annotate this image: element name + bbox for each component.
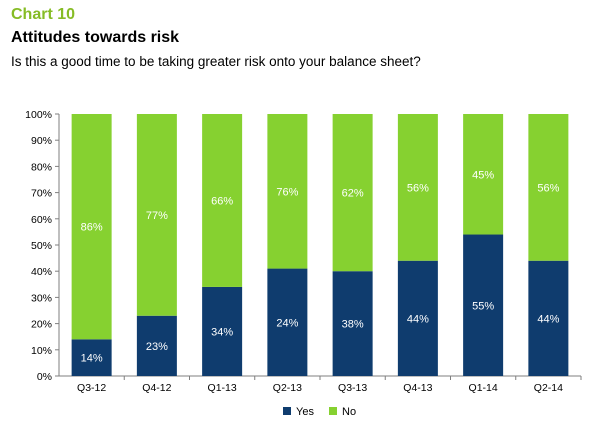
bar-no: [332, 114, 373, 272]
x-tick-label: Q2-14: [534, 382, 563, 394]
data-label-yes: 14%: [81, 353, 103, 365]
x-tick-label: Q2-13: [273, 382, 302, 394]
y-tick-label: 100%: [25, 109, 52, 121]
data-label-no: 76%: [276, 186, 298, 198]
x-tick-label: Q1-14: [469, 382, 498, 394]
data-label-yes: 34%: [211, 326, 233, 338]
bar-yes: [267, 268, 308, 376]
bar-no: [136, 114, 177, 316]
bar-no: [202, 114, 243, 287]
data-label-no: 86%: [81, 222, 103, 234]
data-label-no: 66%: [211, 195, 233, 207]
bar-yes: [202, 286, 243, 376]
chart-title: Attitudes towards risk: [11, 29, 180, 46]
legend-label-no: No: [342, 406, 356, 418]
y-tick-label: 90%: [31, 135, 52, 147]
bar-yes: [71, 339, 112, 376]
bar-no: [528, 114, 569, 261]
y-tick-label: 50%: [31, 240, 52, 252]
bar-yes: [528, 260, 569, 376]
chart-number: Chart 10: [11, 6, 76, 23]
data-label-yes: 55%: [472, 300, 494, 312]
x-tick-label: Q3-12: [77, 382, 106, 394]
chart-subtitle: Is this a good time to be taking greater…: [11, 54, 421, 69]
legend-swatch-yes: [283, 407, 291, 415]
bar-yes: [397, 260, 438, 376]
y-tick-label: 70%: [31, 188, 52, 200]
x-tick-label: Q1-13: [208, 382, 237, 394]
bar-no: [267, 114, 308, 269]
bar-no: [71, 114, 112, 340]
data-label-no: 77%: [146, 210, 168, 222]
data-label-yes: 23%: [146, 341, 168, 353]
data-label-yes: 44%: [537, 313, 559, 325]
legend-label-yes: Yes: [296, 406, 314, 418]
bar-no: [397, 114, 438, 261]
bar-yes: [463, 234, 504, 376]
data-label-no: 45%: [472, 169, 494, 181]
y-tick-label: 0%: [37, 371, 52, 383]
x-tick-label: Q3-13: [338, 382, 367, 394]
y-tick-label: 30%: [31, 292, 52, 304]
data-label-yes: 24%: [276, 317, 298, 329]
y-tick-label: 80%: [31, 161, 52, 173]
y-tick-label: 60%: [31, 214, 52, 226]
y-tick-label: 10%: [31, 345, 52, 357]
data-label-yes: 38%: [342, 319, 364, 331]
bar-yes: [136, 315, 177, 376]
data-label-no: 62%: [342, 188, 364, 200]
bar-yes: [332, 271, 373, 376]
x-tick-label: Q4-12: [142, 382, 171, 394]
x-tick-label: Q4-13: [403, 382, 432, 394]
y-tick-label: 40%: [31, 266, 52, 278]
data-label-no: 56%: [407, 182, 429, 194]
bar-no: [463, 114, 504, 235]
legend-swatch-no: [329, 407, 337, 415]
data-label-yes: 44%: [407, 313, 429, 325]
data-label-no: 56%: [537, 182, 559, 194]
y-tick-label: 20%: [31, 319, 52, 331]
